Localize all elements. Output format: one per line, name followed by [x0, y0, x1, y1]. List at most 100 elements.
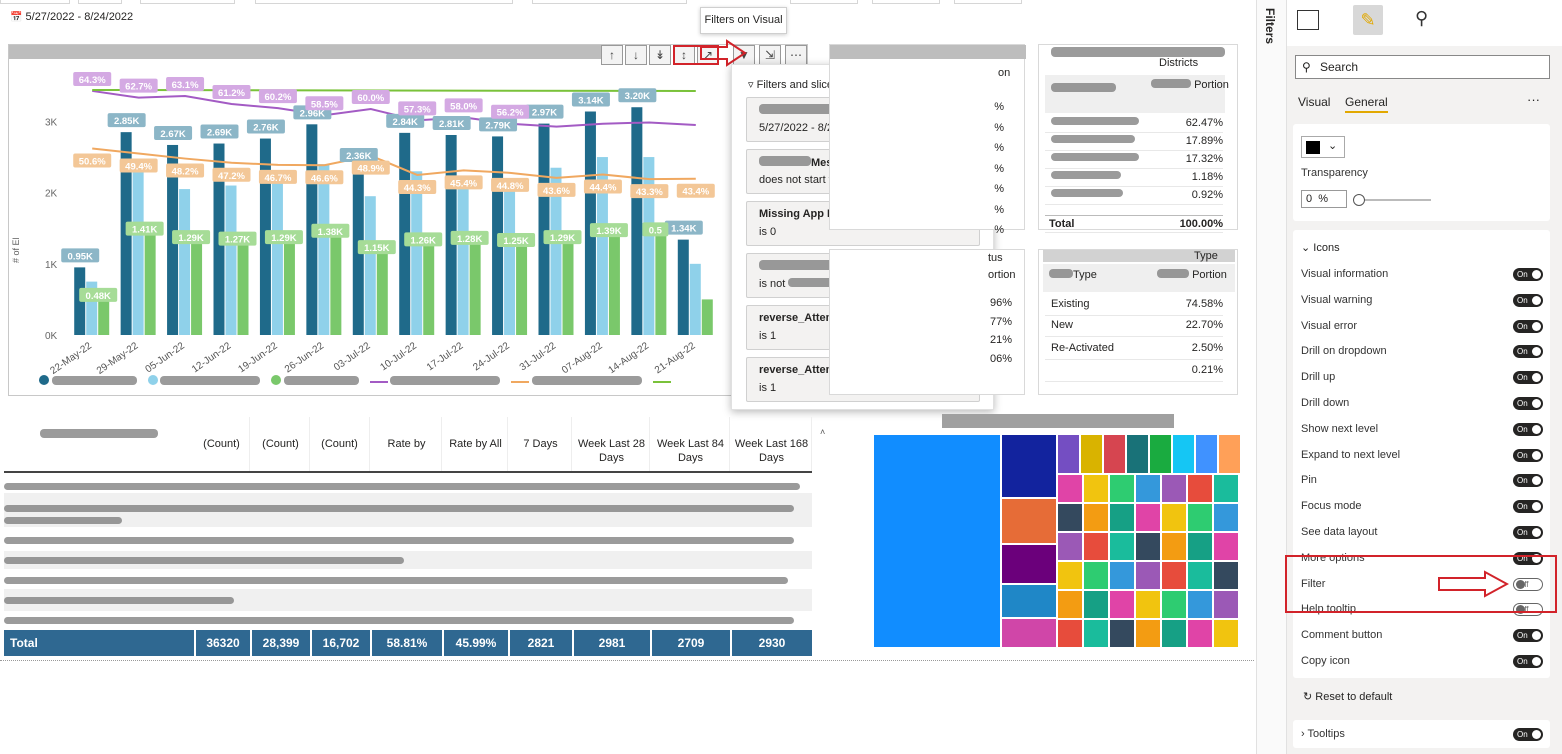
- icons-section-header[interactable]: ⌄ Icons: [1301, 242, 1340, 254]
- treemap-tile[interactable]: [1083, 503, 1109, 532]
- treemap-tile[interactable]: [1135, 619, 1161, 648]
- treemap-tile[interactable]: [1057, 503, 1083, 532]
- treemap-tile[interactable]: [1213, 619, 1239, 648]
- search-box[interactable]: ⚲ Search: [1295, 55, 1550, 79]
- next-level-icon[interactable]: ↡: [649, 45, 671, 65]
- treemap-tile[interactable]: [1187, 532, 1213, 561]
- icon-option-toggle[interactable]: On: [1513, 268, 1543, 281]
- treemap-tile[interactable]: [1135, 561, 1161, 590]
- treemap-tile[interactable]: [1218, 434, 1241, 474]
- mini-table-1[interactable]: on %%%%%%%: [829, 44, 1026, 236]
- icon-option-toggle[interactable]: On: [1513, 655, 1543, 668]
- icon-option-toggle[interactable]: On: [1513, 345, 1543, 359]
- tooltips-card[interactable]: › Tooltips On: [1293, 720, 1550, 748]
- th-col4[interactable]: Rate by: [372, 417, 442, 471]
- th-col7[interactable]: Week Last 28 Days: [574, 417, 650, 471]
- icon-option-toggle[interactable]: On: [1513, 293, 1543, 307]
- treemap-tile[interactable]: [1135, 590, 1161, 619]
- treemap-tile[interactable]: [1109, 619, 1135, 648]
- more-options-icon[interactable]: ⋯: [785, 45, 807, 65]
- th-col5[interactable]: Rate by All: [444, 417, 508, 471]
- treemap-tile[interactable]: [1195, 434, 1218, 474]
- treemap-tile[interactable]: [1161, 503, 1187, 532]
- icon-option-toggle[interactable]: Off: [1513, 577, 1543, 591]
- th-col2[interactable]: (Count): [252, 417, 310, 471]
- treemap-tile[interactable]: [1109, 561, 1135, 590]
- treemap-tile[interactable]: [1001, 544, 1057, 584]
- mini-table-districts[interactable]: Districts Portion 62.47% 17.89% 17.32% 1…: [1038, 44, 1238, 233]
- treemap-tile[interactable]: [1187, 561, 1213, 590]
- treemap-tile[interactable]: [1161, 561, 1187, 590]
- data-table[interactable]: (Count) (Count) (Count) Rate by Rate by …: [4, 417, 825, 657]
- drill-up-icon[interactable]: ↑: [601, 45, 623, 65]
- treemap-tile[interactable]: [1135, 474, 1161, 503]
- treemap-tile[interactable]: [1057, 474, 1083, 503]
- focus-mode-icon[interactable]: ⇲: [759, 45, 781, 65]
- filters-pane-collapsed[interactable]: Filters: [1256, 0, 1286, 754]
- treemap-tile[interactable]: [1213, 474, 1239, 503]
- icon-option-toggle[interactable]: On: [1513, 629, 1543, 643]
- treemap-tile[interactable]: [1149, 434, 1172, 474]
- th-col3[interactable]: (Count): [310, 417, 370, 471]
- treemap-tile[interactable]: [1187, 503, 1213, 532]
- reset-default-link[interactable]: ↻ Reset to default: [1303, 691, 1393, 703]
- icon-option-toggle[interactable]: On: [1513, 397, 1543, 410]
- more-options-icon[interactable]: ···: [1527, 92, 1540, 107]
- icon-option-toggle[interactable]: On: [1513, 526, 1543, 539]
- th-col6[interactable]: 7 Days: [510, 417, 572, 471]
- table-scrollbar[interactable]: ˄: [820, 427, 826, 437]
- treemap-tile[interactable]: [1109, 474, 1135, 503]
- mini-table-type[interactable]: Type Type Portion Existing 74.58% New 22.7…: [1038, 249, 1238, 395]
- build-visual-icon[interactable]: [1297, 10, 1319, 30]
- treemap-tile[interactable]: [1103, 434, 1126, 474]
- analytics-icon[interactable]: ⚲: [1415, 8, 1429, 28]
- treemap-tile[interactable]: [1080, 434, 1103, 474]
- treemap-tile[interactable]: [1172, 434, 1195, 474]
- tab-general[interactable]: General: [1345, 95, 1388, 113]
- mini-table-status[interactable]: tus ortion 96% 77% 21% 06%: [829, 249, 1025, 395]
- icon-option-toggle[interactable]: On: [1513, 448, 1543, 462]
- drill-down-icon[interactable]: ↓: [625, 45, 647, 65]
- treemap-tile[interactable]: [1213, 503, 1239, 532]
- combo-chart-visual[interactable]: ↑ ↓ ↡ ↕ ↗ ▼ ⇲ ⋯ 3K 2K 1K 0K # of El 0.95K 2.85…: [8, 39, 808, 396]
- treemap-tile[interactable]: [1213, 561, 1239, 590]
- transparency-slider[interactable]: [1353, 194, 1431, 206]
- th-col9[interactable]: Week Last 168 Days: [732, 417, 812, 471]
- transparency-input[interactable]: 0 %: [1301, 190, 1347, 208]
- treemap-tile[interactable]: [1083, 532, 1109, 561]
- treemap-tile[interactable]: [1126, 434, 1149, 474]
- format-visual-icon[interactable]: ✎: [1353, 5, 1383, 35]
- treemap-tile[interactable]: [1001, 618, 1057, 648]
- tooltips-toggle[interactable]: On: [1513, 728, 1543, 741]
- date-range-slicer[interactable]: 📅 5/27/2022 - 8/24/2022: [10, 11, 133, 23]
- icon-option-toggle[interactable]: On: [1513, 371, 1543, 385]
- treemap-tile[interactable]: [1213, 590, 1239, 619]
- treemap-tile[interactable]: [1161, 619, 1187, 648]
- treemap-tile[interactable]: [1187, 619, 1213, 648]
- icon-option-toggle[interactable]: Off: [1513, 603, 1543, 617]
- treemap-tile[interactable]: [1001, 584, 1057, 618]
- treemap-tile[interactable]: [1001, 434, 1057, 498]
- treemap-tile[interactable]: [1213, 532, 1239, 561]
- treemap-tile[interactable]: [1135, 503, 1161, 532]
- treemap-visual[interactable]: [873, 434, 1243, 648]
- treemap-tile[interactable]: [1135, 532, 1161, 561]
- treemap-tile[interactable]: [1109, 532, 1135, 561]
- treemap-tile[interactable]: [1057, 590, 1083, 619]
- icon-option-toggle[interactable]: On: [1513, 500, 1543, 514]
- treemap-tile[interactable]: [1083, 561, 1109, 590]
- icon-option-toggle[interactable]: On: [1513, 474, 1543, 488]
- icon-option-toggle[interactable]: On: [1513, 422, 1543, 436]
- treemap-tile[interactable]: [1187, 590, 1213, 619]
- treemap-tile[interactable]: [1057, 561, 1083, 590]
- treemap-tile[interactable]: [1187, 474, 1213, 503]
- treemap-tile[interactable]: [1057, 619, 1083, 648]
- treemap-tile[interactable]: [1001, 498, 1057, 544]
- treemap-tile[interactable]: [1057, 434, 1080, 474]
- treemap-tile[interactable]: [1109, 503, 1135, 532]
- treemap-tile[interactable]: [1161, 474, 1187, 503]
- th-col1[interactable]: (Count): [194, 417, 250, 471]
- treemap-tile[interactable]: [1057, 532, 1083, 561]
- treemap-tile[interactable]: [1161, 590, 1187, 619]
- icon-option-toggle[interactable]: On: [1513, 319, 1543, 333]
